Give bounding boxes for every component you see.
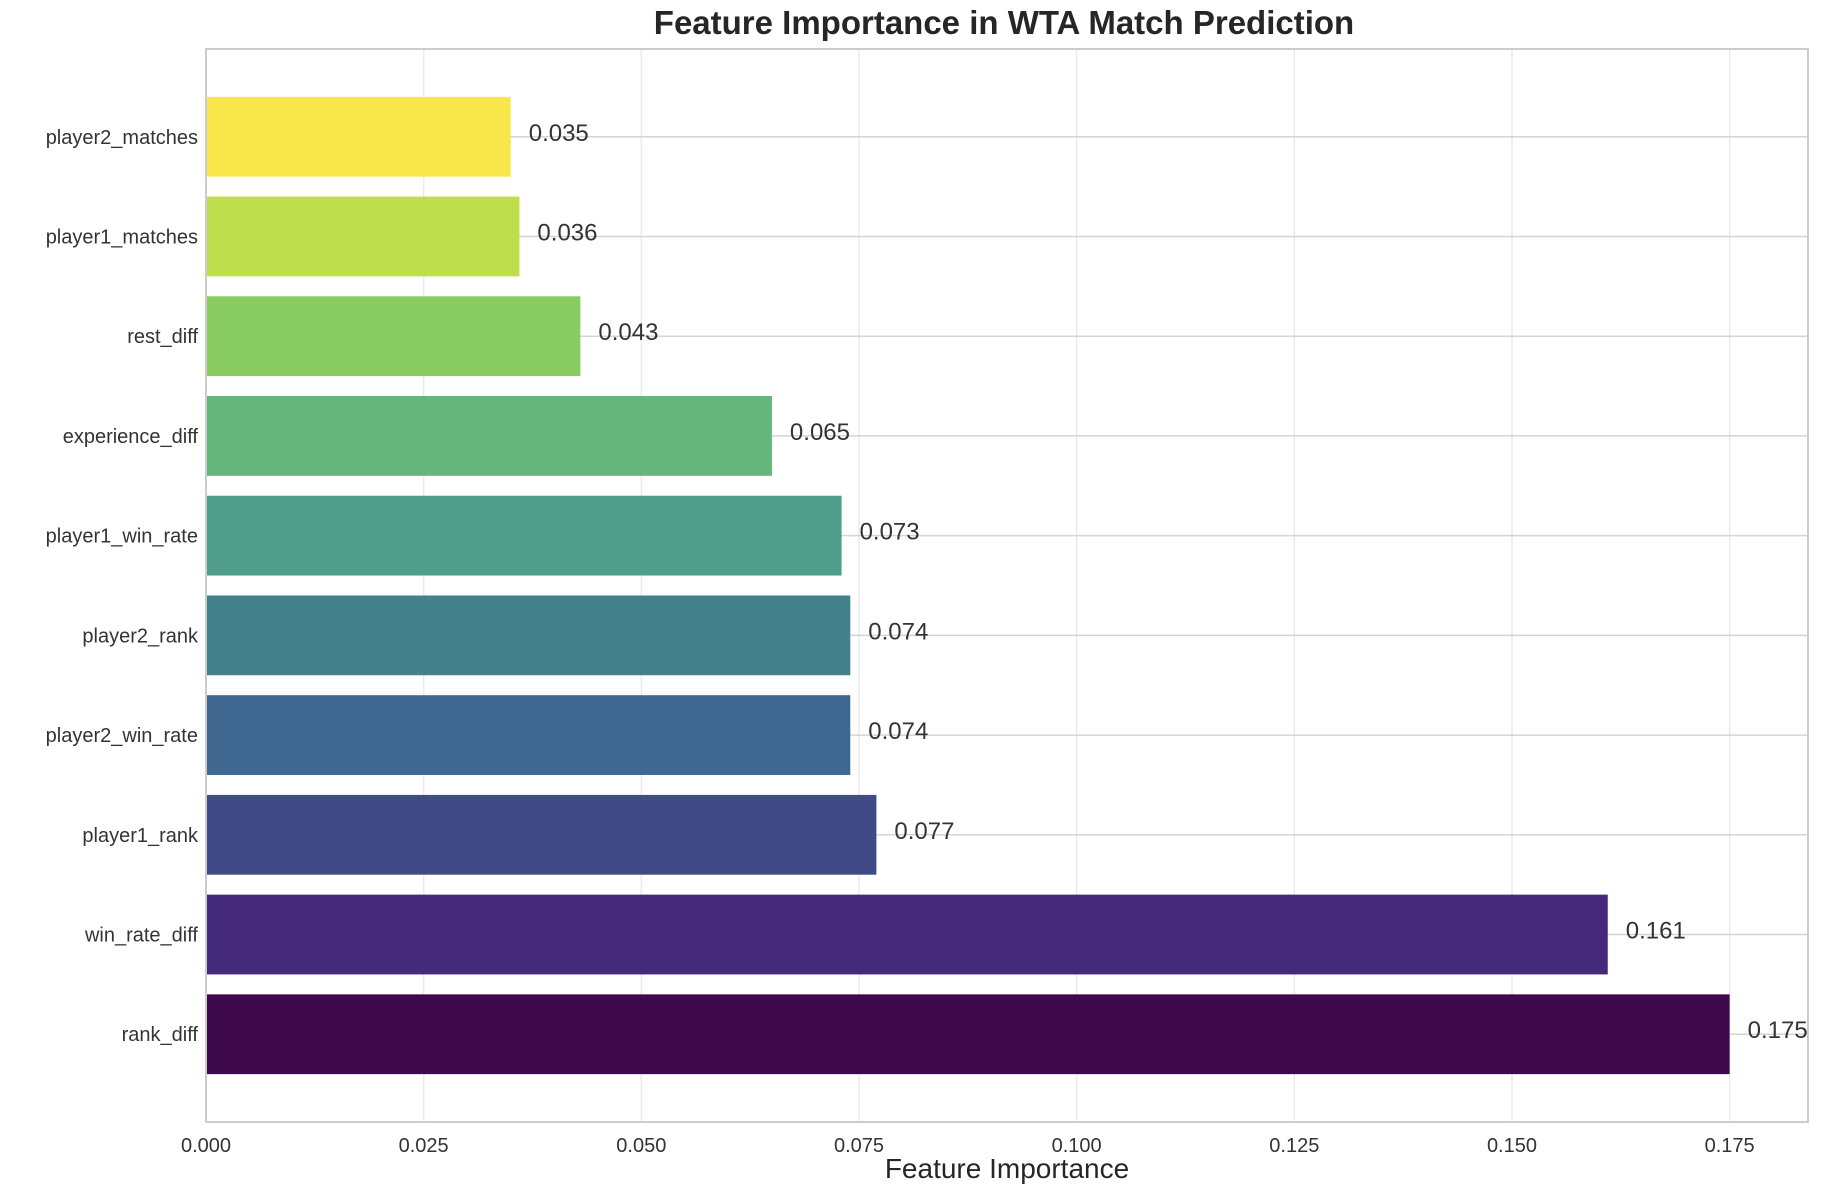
y-tick-labels: rank_diff win_rate_diff player1_rank player…	[46, 127, 199, 1046]
value-label: 0.077	[894, 818, 954, 845]
x-tick-label: 0.000	[181, 1135, 231, 1157]
value-label: 0.036	[537, 219, 597, 246]
y-tick-label: rest_diff	[127, 326, 198, 348]
value-label: 0.175	[1748, 1017, 1808, 1044]
chart-title: Feature Importance in WTA Match Predicti…	[654, 4, 1354, 41]
y-tick-label: player1_win_rate	[46, 526, 198, 548]
y-tick-label: player1_matches	[46, 226, 198, 248]
bar-rest-diff	[206, 296, 581, 377]
value-label: 0.065	[790, 419, 850, 446]
bar-rank-diff	[206, 994, 1730, 1075]
y-tick-label: experience_diff	[63, 426, 199, 448]
x-tick-labels: 0.000 0.025 0.050 0.075 0.100 0.125 0.150 0.175	[181, 1135, 1755, 1157]
x-tick-label: 0.175	[1705, 1135, 1755, 1157]
bar-player1-rank	[206, 794, 877, 875]
x-tick-label: 0.050	[616, 1135, 666, 1157]
x-tick-label: 0.075	[834, 1135, 884, 1157]
value-label: 0.074	[868, 718, 928, 745]
x-tick-label: 0.150	[1487, 1135, 1537, 1157]
x-tick-label: 0.125	[1269, 1135, 1319, 1157]
value-label: 0.043	[598, 319, 658, 346]
bar-player1-matches	[206, 196, 520, 277]
bar-player2-win-rate	[206, 695, 851, 775]
x-axis-label: Feature Importance	[885, 1153, 1129, 1184]
value-label: 0.074	[868, 618, 928, 645]
y-tick-label: player2_rank	[82, 625, 199, 647]
value-labels: 0.175 0.161 0.077 0.074 0.074 0.073 0.065 0.043…	[529, 120, 1808, 1044]
bar-experience-diff	[206, 396, 772, 476]
y-tick-label: win_rate_diff	[84, 925, 198, 947]
y-tick-label: player2_win_rate	[46, 725, 198, 747]
x-tick-label: 0.100	[1052, 1135, 1102, 1157]
bar-win-rate-diff	[206, 894, 1608, 975]
plot-frame	[205, 48, 1809, 1123]
bar-player2-rank	[206, 595, 851, 676]
y-tick-label: rank_diff	[122, 1024, 199, 1046]
value-label: 0.073	[860, 519, 920, 546]
value-label: 0.161	[1626, 918, 1686, 945]
bar-player2-matches	[206, 96, 511, 177]
bar-player1-win-rate	[206, 495, 842, 576]
value-label: 0.035	[529, 120, 589, 147]
y-tick-label: player2_matches	[46, 127, 198, 149]
bars	[206, 96, 1730, 1075]
x-tick-label: 0.025	[399, 1135, 449, 1157]
y-tick-label: player1_rank	[82, 825, 199, 847]
